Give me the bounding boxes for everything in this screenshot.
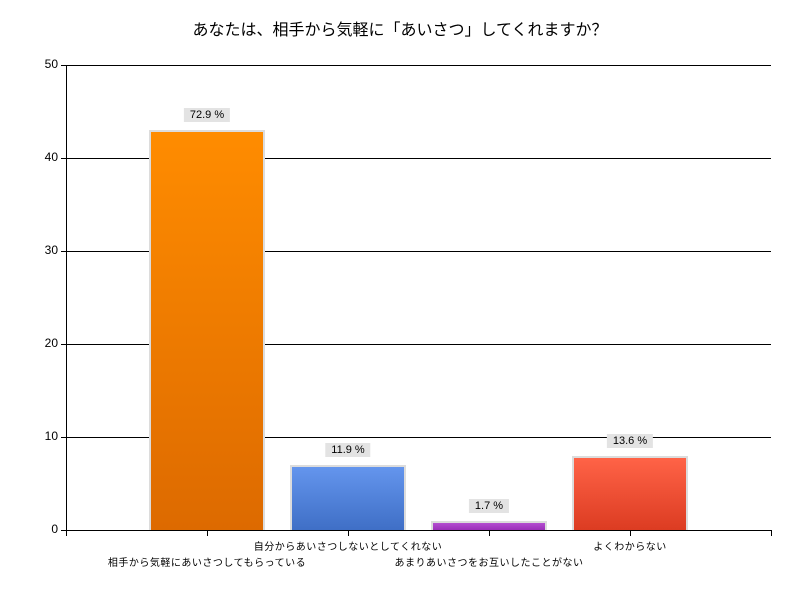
x-tick [348, 530, 349, 536]
x-category-label: よくわからない [593, 542, 667, 553]
y-tick-label: 10 [44, 429, 58, 443]
x-category-label: 相手から気軽にあいさつしてもらっている [107, 558, 307, 569]
bar [431, 520, 547, 530]
y-tick-label: 50 [44, 57, 58, 71]
x-category-label: あまりあいさつをお互いしたことがない [394, 558, 584, 569]
chart-title: あなたは、相手から気軽に「あいさつ」してくれますか？ [192, 20, 608, 39]
gridline [61, 158, 771, 159]
y-tick-label: 0 [51, 522, 58, 536]
gridline [61, 251, 771, 252]
bar-data-label: 13.6 % [606, 433, 654, 448]
x-category-label: 自分からあいさつしないとしてくれない [253, 542, 443, 553]
y-axis [66, 65, 67, 536]
x-tick [207, 530, 208, 536]
y-tick-label: 20 [44, 336, 58, 350]
bar-data-label: 11.9 % [325, 442, 371, 457]
bar [290, 464, 406, 530]
y-tick-label: 40 [44, 150, 58, 164]
gridline [61, 437, 771, 438]
gridline [61, 65, 771, 66]
bar-data-label: 1.7 % [468, 498, 510, 513]
bar [149, 130, 265, 530]
x-tick [489, 530, 490, 536]
plot-area: 0 10 20 30 40 50 72.9 % 相手から気軽にあいさつしてもらっている 11.9… [45, 57, 772, 569]
x-tick [771, 530, 772, 536]
gridline [61, 344, 771, 345]
bar-data-label: 72.9 % [183, 108, 231, 123]
gridline [61, 530, 771, 531]
x-tick [630, 530, 631, 536]
bar [572, 455, 688, 530]
y-tick-label: 30 [44, 243, 58, 257]
